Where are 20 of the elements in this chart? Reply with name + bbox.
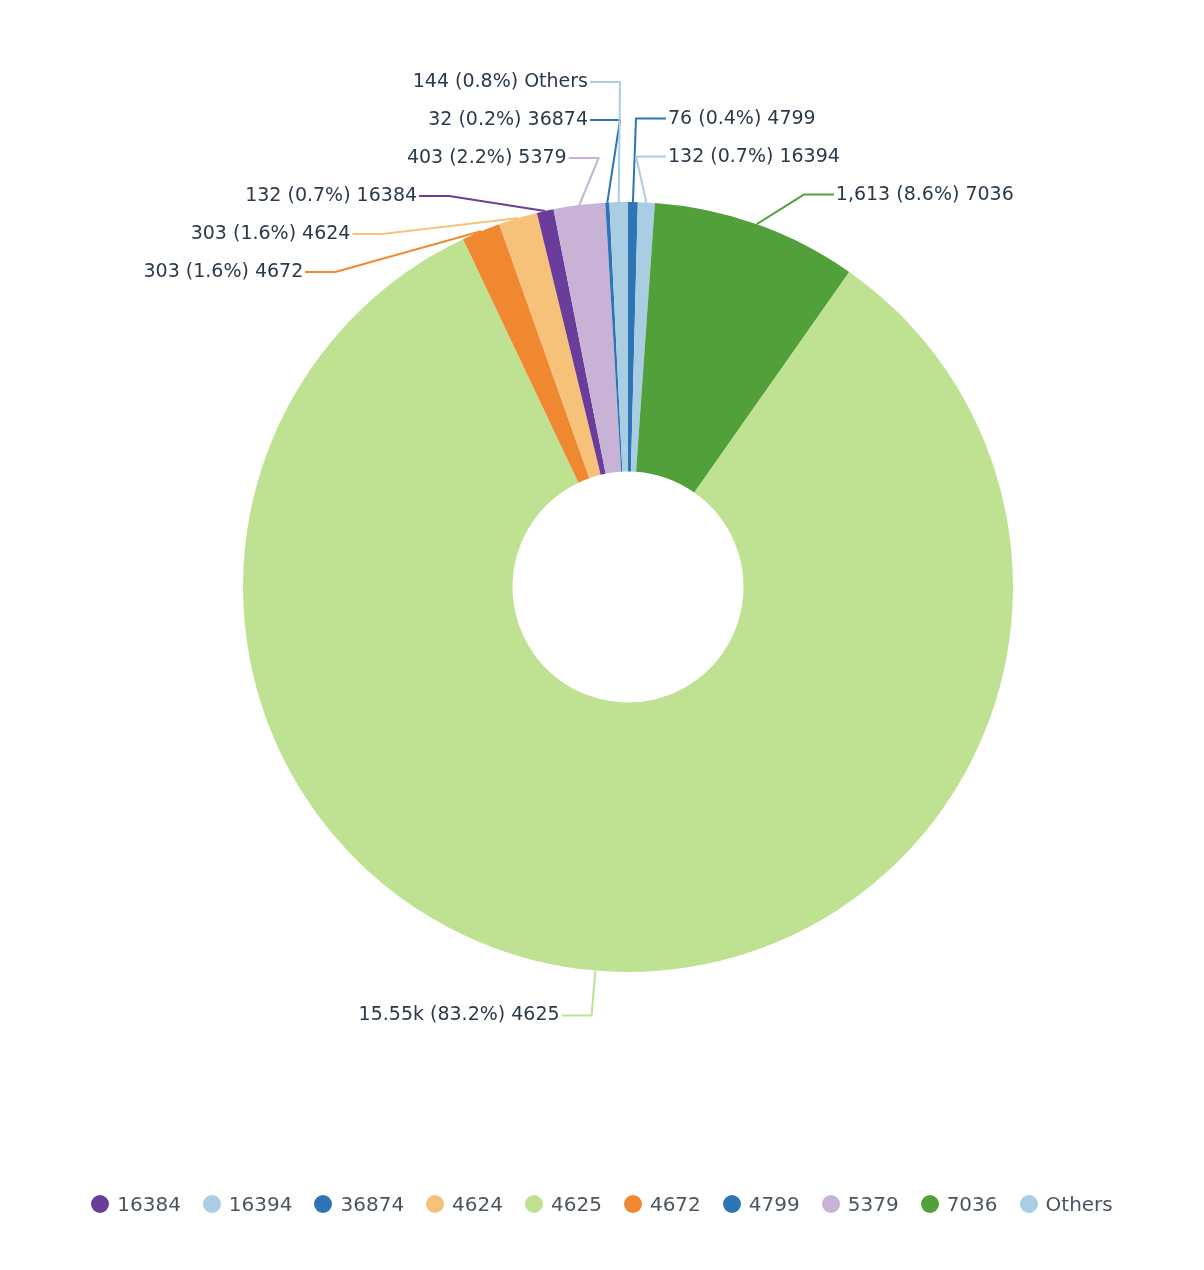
data-label: 403 (2.2%) 5379: [406, 144, 567, 167]
legend-label: 4799: [748, 1192, 800, 1216]
data-label: 132 (0.7%) 16394: [668, 143, 840, 166]
data-label: 144 (0.8%) Others: [412, 68, 588, 91]
legend-label: 5379: [847, 1192, 899, 1216]
data-label: 303 (1.6%) 4672: [143, 258, 304, 281]
legend-label: 16384: [117, 1192, 181, 1216]
legend-label: Others: [1045, 1192, 1113, 1216]
data-label: 1,613 (8.6%) 7036: [835, 181, 1014, 204]
data-label: 303 (1.6%) 4624: [190, 220, 351, 243]
legend-label: 4624: [452, 1192, 504, 1216]
legend-label: 4672: [649, 1192, 701, 1216]
data-label: 76 (0.4%) 4799: [668, 105, 816, 128]
legend-label: 36874: [340, 1192, 405, 1216]
legend-label: 16394: [228, 1192, 293, 1216]
legend-label: 4625: [551, 1192, 602, 1216]
legend-label: 7036: [946, 1192, 998, 1216]
data-label: 32 (0.2%) 36874: [428, 106, 588, 129]
data-label: 132 (0.7%) 16384: [245, 182, 418, 205]
data-label: 15.55k (83.2%) 4625: [358, 1002, 560, 1025]
